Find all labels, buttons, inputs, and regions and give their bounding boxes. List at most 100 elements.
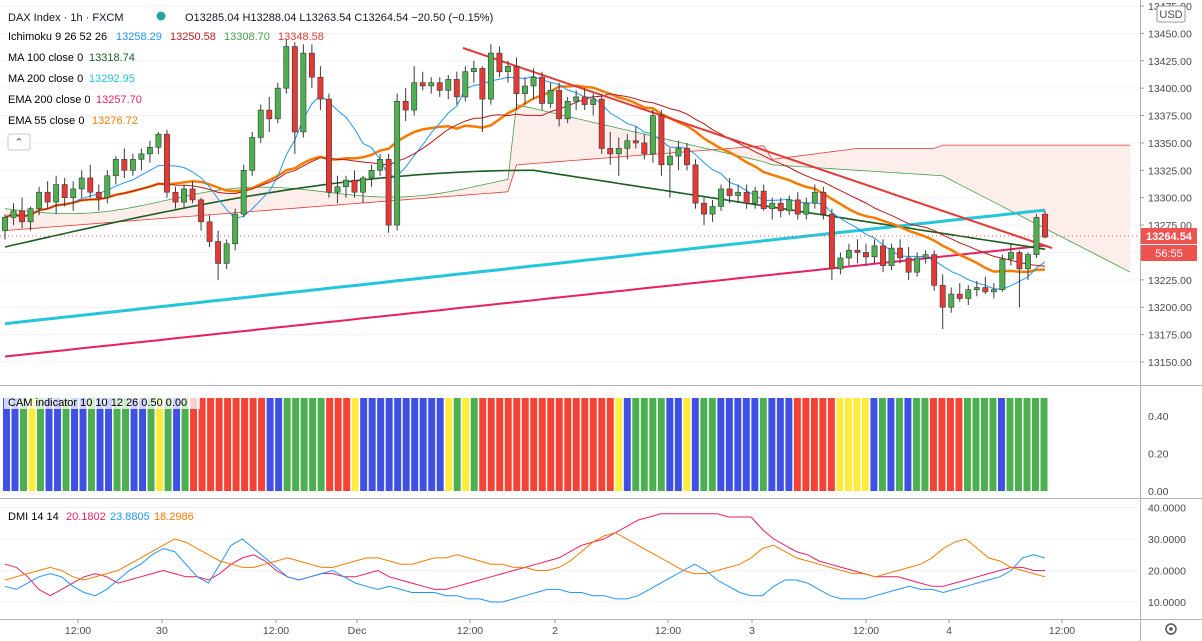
candle-body: [343, 179, 349, 188]
candle: [701, 197, 707, 226]
symbol-title[interactable]: DAX Index · 1h · FXCM: [8, 12, 124, 24]
candle-body: [462, 71, 469, 98]
indicator-legend: Ichimoku 9 26 52 26 13258.29 13250.58 13…: [8, 31, 324, 127]
candle: [385, 153, 392, 233]
candle: [684, 142, 690, 171]
cam-bar: [156, 398, 164, 491]
candle-body: [377, 159, 384, 171]
candle: [803, 197, 810, 220]
cam-indicator-label[interactable]: CAM indicator 10 10 12 26 0.50 0.00: [8, 397, 187, 409]
candle-body: [360, 177, 366, 193]
cam-bar: [79, 398, 87, 491]
cam-bar: [929, 398, 937, 491]
candle: [394, 93, 401, 231]
candle: [845, 243, 852, 266]
indicator-name[interactable]: MA 100 close 0: [8, 52, 83, 64]
candle: [999, 254, 1006, 292]
candle-body: [956, 293, 963, 299]
candle: [1025, 252, 1031, 280]
candles[interactable]: [2, 38, 1048, 330]
cam-bar: [666, 398, 674, 491]
indicator-name[interactable]: MA 200 close 0: [8, 73, 83, 85]
cam-bar: [173, 398, 181, 491]
candle-body: [189, 188, 196, 201]
cam-bar: [113, 398, 121, 491]
indicator-name[interactable]: Ichimoku 9 26 52 26: [8, 31, 107, 43]
cam-bar: [972, 398, 980, 491]
candle: [462, 66, 469, 102]
candle: [19, 197, 25, 229]
candle: [828, 208, 835, 280]
candle-body: [743, 191, 750, 204]
dmi-axis: 40.0000 30.0000 20.0000 10.0000: [1148, 503, 1186, 610]
candle-body: [70, 188, 77, 198]
overlay-lines: [0, 47, 1140, 358]
candle-body: [854, 249, 861, 253]
cam-bar: [1040, 398, 1048, 491]
candle-body: [402, 100, 409, 111]
cam-bar: [479, 398, 487, 491]
candle-body: [803, 202, 810, 215]
candle: [598, 93, 605, 154]
price-tick-label: 13350.00: [1148, 138, 1192, 150]
candle-body: [811, 191, 818, 204]
candle-body: [1016, 252, 1023, 270]
candle-body: [308, 52, 315, 78]
candle-body: [709, 206, 716, 215]
candle-body: [556, 90, 563, 120]
dmi-name[interactable]: DMI 14 14: [8, 511, 59, 523]
cam-bar: [1014, 398, 1022, 491]
last-price-tag: [1141, 228, 1197, 244]
candle-body: [547, 90, 554, 104]
candle-body: [965, 289, 972, 299]
cam-bar: [742, 398, 750, 491]
candle-body: [53, 184, 60, 203]
candle-body: [368, 170, 375, 179]
candle: [368, 164, 375, 187]
cam-bar: [1006, 398, 1014, 491]
collapse-legend-button[interactable]: [7, 133, 31, 151]
indicator-name[interactable]: EMA 200 close 0: [8, 94, 91, 106]
settings-gear-icon[interactable]: [1165, 623, 1177, 635]
cam-bar: [241, 398, 249, 491]
ma-100-line: [4, 169, 1046, 250]
cam-bar: [989, 398, 997, 491]
indicator-value: 13348.58: [278, 31, 324, 43]
price-tick-label: 13200.00: [1148, 302, 1192, 314]
cam-bar: [513, 398, 521, 491]
price-tick-label: 13450.00: [1148, 28, 1192, 40]
candle: [206, 215, 213, 247]
candle: [87, 164, 94, 198]
dmi-value-adx: 18.2986: [154, 511, 194, 523]
cam-bar: [691, 398, 699, 491]
cam-bar: [190, 398, 198, 491]
dmi-value-minus: 23.8805: [110, 511, 150, 523]
dmi-tick-label: 40.0000: [1148, 503, 1186, 515]
time-tick-label: 12:00: [263, 625, 289, 637]
candle: [760, 184, 767, 211]
candle: [325, 93, 332, 198]
candle-body: [496, 52, 503, 73]
candle: [291, 42, 298, 154]
ema-200-line: [4, 244, 1046, 358]
price-axis[interactable]: 13475.0013450.0013425.0013400.0013375.00…: [1140, 1, 1192, 369]
time-tick-label: 30: [156, 625, 168, 637]
cam-bar: [819, 398, 827, 491]
candle-body: [777, 202, 784, 212]
indicator-name[interactable]: EMA 55 close 0: [8, 115, 84, 127]
cam-bar: [768, 398, 776, 491]
candle-body: [428, 82, 435, 87]
candle: [726, 177, 733, 204]
candle-body: [726, 188, 733, 196]
candle: [871, 239, 878, 264]
candle: [786, 195, 793, 216]
candle-body: [257, 109, 264, 138]
candle-body: [581, 96, 588, 105]
time-axis[interactable]: 12:00 30 12:00 Dec 12:00 2 12:00 3 12:00 4 12:00: [65, 619, 1075, 637]
cam-bar: [105, 398, 113, 491]
candle-body: [999, 258, 1006, 291]
currency-button[interactable]: [1156, 5, 1186, 23]
cam-bar: [198, 398, 206, 491]
candle: [743, 184, 750, 209]
cam-bar: [45, 398, 53, 491]
